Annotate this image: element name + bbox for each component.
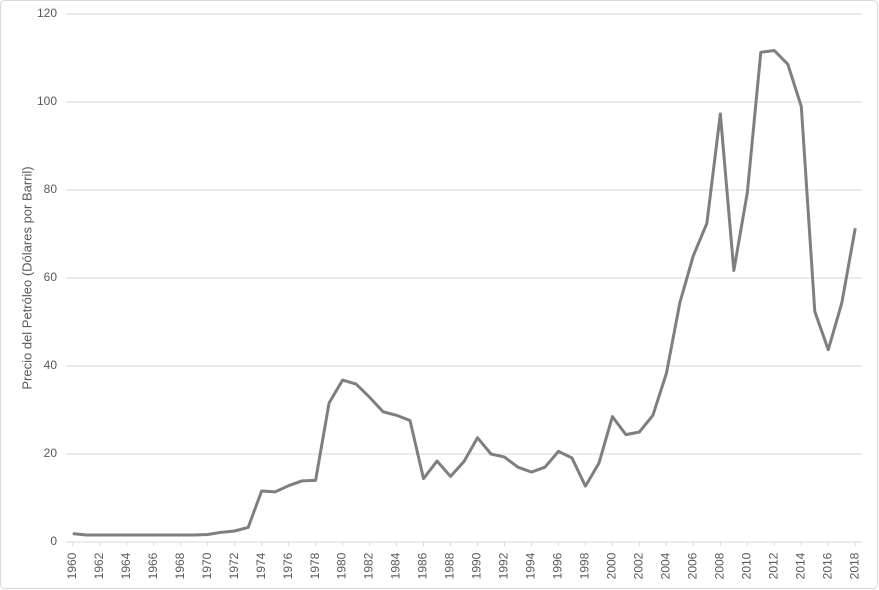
x-tick-label: 2010 [739,552,753,579]
x-tick-label: 1966 [146,552,160,579]
x-tick-label: 1982 [362,552,376,579]
y-tick-label: 60 [44,270,58,284]
x-tick-label: 1964 [119,552,133,579]
x-tick-label: 1960 [65,552,79,579]
x-tick-label: 1970 [200,552,214,579]
x-tick-label: 2002 [632,552,646,579]
data-line [72,49,857,537]
x-tick-label: 1986 [416,552,430,579]
x-tick-label: 1976 [281,552,295,579]
x-tick-label: 1978 [308,552,322,579]
x-tick-label: 1974 [254,552,268,579]
x-tick-label: 1992 [497,552,511,579]
x-tick-label: 2006 [686,552,700,579]
x-tick-label: 1968 [173,552,187,579]
x-tick-label: 1988 [443,552,457,579]
x-tick-label: 1962 [92,552,106,579]
y-tick-label: 0 [50,534,57,548]
y-tick-label: 20 [44,446,58,460]
x-tick-label: 1998 [578,552,592,579]
y-axis-label: Precio del Petróleo (Dólares por Barril) [19,166,34,389]
y-tick-label: 80 [44,182,58,196]
x-tick-label: 1980 [335,552,349,579]
x-tick-label: 1984 [389,552,403,579]
x-tick-label: 2018 [847,552,861,579]
x-tick-label: 1990 [470,552,484,579]
x-tick-label: 2014 [793,552,807,579]
x-tick-label: 1996 [551,552,565,579]
x-tick-label: 1994 [524,552,538,579]
x-tick-label: 2008 [713,552,727,579]
y-tick-label: 120 [37,6,57,20]
x-tick-label: 1972 [227,552,241,579]
y-tick-label: 100 [37,94,57,108]
x-tick-label: 2000 [605,552,619,579]
x-tick-label: 2012 [766,552,780,579]
x-tick-label: 2004 [659,552,673,579]
x-tick-label: 2016 [820,552,834,579]
y-tick-label: 40 [44,358,58,372]
